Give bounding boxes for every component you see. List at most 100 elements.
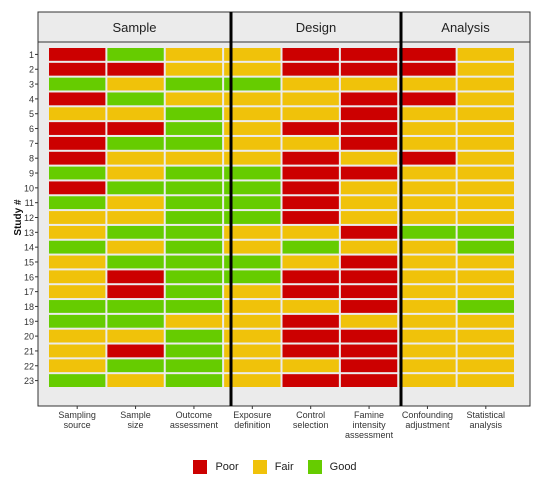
cell-study-11-col-2 xyxy=(107,196,164,210)
cell-study-3-col-2 xyxy=(107,77,164,91)
cell-study-7-col-8 xyxy=(457,136,514,150)
cell-study-17-col-4 xyxy=(224,285,281,299)
cell-study-19-col-5 xyxy=(282,314,339,328)
cell-study-8-col-7 xyxy=(399,151,456,165)
cell-study-7-col-5 xyxy=(282,136,339,150)
cell-study-15-col-6 xyxy=(340,255,398,269)
cell-study-10-col-1 xyxy=(49,181,106,195)
cell-study-19-col-6 xyxy=(340,314,398,328)
cell-study-13-col-5 xyxy=(282,225,339,239)
cell-study-4-col-3 xyxy=(165,92,223,106)
cell-study-15-col-8 xyxy=(457,255,514,269)
legend-swatch-good xyxy=(307,460,322,474)
cell-study-2-col-6 xyxy=(340,62,398,76)
cell-study-6-col-3 xyxy=(165,122,223,135)
cell-study-23-col-6 xyxy=(340,374,398,387)
cell-study-19-col-3 xyxy=(165,314,223,328)
cell-study-18-col-8 xyxy=(457,300,514,313)
cell-study-22-col-4 xyxy=(224,359,281,373)
cell-study-9-col-7 xyxy=(399,166,456,180)
cell-study-23-col-2 xyxy=(107,374,164,387)
cell-study-3-col-7 xyxy=(399,77,456,91)
cell-study-9-col-3 xyxy=(165,166,223,180)
cell-study-2-col-8 xyxy=(457,62,514,76)
cell-study-20-col-7 xyxy=(399,329,456,343)
cell-study-12-col-6 xyxy=(340,211,398,224)
cell-study-6-col-6 xyxy=(340,122,398,135)
cell-study-20-col-8 xyxy=(457,329,514,343)
cell-study-22-col-6 xyxy=(340,359,398,373)
cell-study-16-col-3 xyxy=(165,270,223,284)
cell-study-15-col-3 xyxy=(165,255,223,269)
cell-study-18-col-3 xyxy=(165,300,223,313)
y-tick-label: 2 xyxy=(29,65,34,75)
cell-study-23-col-7 xyxy=(399,374,456,387)
cell-study-18-col-6 xyxy=(340,300,398,313)
y-tick-label: 19 xyxy=(24,317,34,327)
cell-study-6-col-8 xyxy=(457,122,514,135)
cell-study-12-col-3 xyxy=(165,211,223,224)
cell-study-8-col-5 xyxy=(282,151,339,165)
y-tick-label: 6 xyxy=(29,124,34,134)
cell-study-4-col-2 xyxy=(107,92,164,106)
cell-study-16-col-4 xyxy=(224,270,281,284)
cell-study-15-col-1 xyxy=(49,255,106,269)
group-title-sample: Sample xyxy=(112,20,156,35)
cell-study-1-col-1 xyxy=(49,48,106,61)
legend-swatch-poor xyxy=(193,460,208,474)
cell-study-13-col-8 xyxy=(457,225,514,239)
cell-study-15-col-2 xyxy=(107,255,164,269)
y-tick-label: 9 xyxy=(29,169,34,179)
y-tick-label: 3 xyxy=(29,80,34,90)
cell-study-19-col-8 xyxy=(457,314,514,328)
cell-study-20-col-4 xyxy=(224,329,281,343)
cell-study-20-col-5 xyxy=(282,329,339,343)
cell-study-21-col-8 xyxy=(457,344,514,358)
cell-study-1-col-6 xyxy=(340,48,398,61)
y-tick-label: 23 xyxy=(24,376,34,386)
cell-study-18-col-1 xyxy=(49,300,106,313)
cell-study-2-col-5 xyxy=(282,62,339,76)
cell-study-7-col-6 xyxy=(340,136,398,150)
cell-study-20-col-3 xyxy=(165,329,223,343)
cell-study-3-col-1 xyxy=(49,77,106,91)
y-axis-label: Study # xyxy=(13,199,24,236)
y-tick-label: 20 xyxy=(24,332,34,342)
x-tick-label: Statistical analysis xyxy=(467,410,506,430)
legend-item-poor: Poor xyxy=(193,460,239,474)
cell-study-14-col-3 xyxy=(165,240,223,254)
cell-study-21-col-1 xyxy=(49,344,106,358)
group-title-design: Design xyxy=(296,20,336,35)
cell-study-2-col-1 xyxy=(49,62,106,76)
cell-study-16-col-2 xyxy=(107,270,164,284)
cell-study-1-col-4 xyxy=(224,48,281,61)
cell-study-5-col-2 xyxy=(107,107,164,121)
cell-study-8-col-2 xyxy=(107,151,164,165)
cell-study-3-col-8 xyxy=(457,77,514,91)
cell-study-11-col-3 xyxy=(165,196,223,210)
cell-study-5-col-7 xyxy=(399,107,456,121)
cell-study-10-col-5 xyxy=(282,181,339,195)
cell-study-12-col-1 xyxy=(49,211,106,224)
cell-study-13-col-2 xyxy=(107,225,164,239)
cell-study-9-col-1 xyxy=(49,166,106,180)
cell-study-7-col-4 xyxy=(224,136,281,150)
cell-study-13-col-4 xyxy=(224,225,281,239)
cell-study-20-col-1 xyxy=(49,329,106,343)
cell-study-10-col-3 xyxy=(165,181,223,195)
cell-study-3-col-6 xyxy=(340,77,398,91)
cell-study-12-col-7 xyxy=(399,211,456,224)
cell-study-18-col-4 xyxy=(224,300,281,313)
cell-study-14-col-7 xyxy=(399,240,456,254)
cell-study-4-col-5 xyxy=(282,92,339,106)
cell-study-21-col-5 xyxy=(282,344,339,358)
cell-study-9-col-8 xyxy=(457,166,514,180)
cell-study-17-col-5 xyxy=(282,285,339,299)
cell-study-17-col-2 xyxy=(107,285,164,299)
cell-study-19-col-1 xyxy=(49,314,106,328)
cell-study-17-col-7 xyxy=(399,285,456,299)
cell-study-23-col-3 xyxy=(165,374,223,387)
cell-study-13-col-1 xyxy=(49,225,106,239)
cell-study-2-col-4 xyxy=(224,62,281,76)
x-tick-label: Control selection xyxy=(293,410,329,430)
